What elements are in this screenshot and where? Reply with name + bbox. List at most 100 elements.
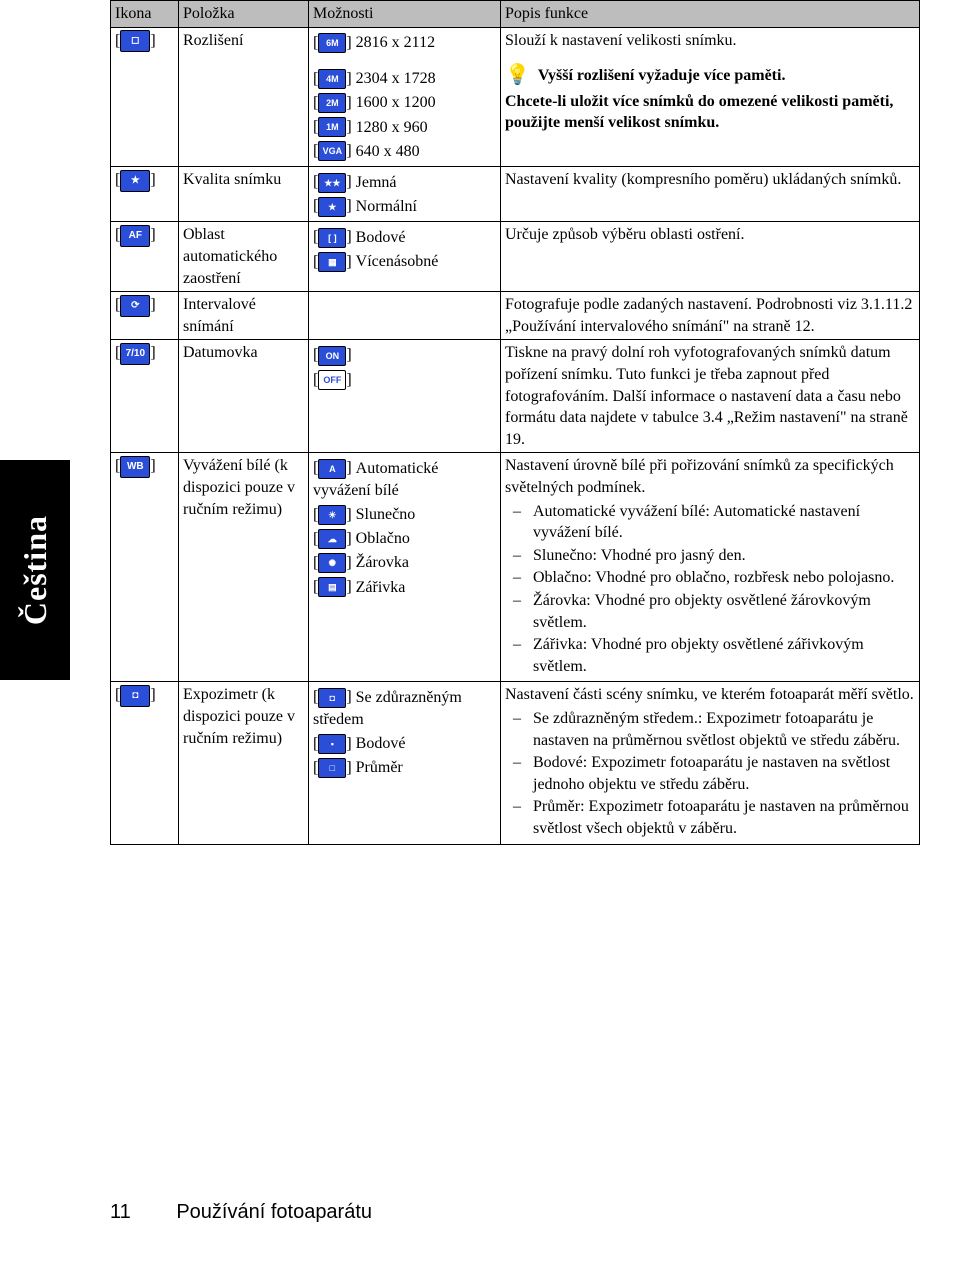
th-item: Položka bbox=[179, 1, 309, 28]
cell-desc-meter: Nastavení části scény snímku, ve kterém … bbox=[501, 682, 920, 844]
af-spot-label: Bodové bbox=[356, 229, 406, 246]
cell-opts-quality: [★★]Jemná [★]Normální bbox=[309, 167, 501, 222]
datestamp-icon: 7/10 bbox=[120, 343, 150, 365]
cell-opts-af: [[ ]]Bodové [▦]Vícenásobné bbox=[309, 222, 501, 292]
res-desc-1: Slouží k nastavení velikosti snímku. bbox=[505, 30, 915, 52]
res-6m-icon: 6M bbox=[318, 33, 346, 53]
wb-bullet-fluor: Zářivka: Vhodné pro objekty osvětlené zá… bbox=[533, 634, 915, 677]
cell-icon-interval: [⟳] bbox=[111, 292, 179, 340]
wb-bulb-label: Žárovka bbox=[356, 554, 409, 571]
interval-icon: ⟳ bbox=[120, 295, 150, 317]
language-tab-label: Čeština bbox=[17, 515, 54, 625]
quality-normal-icon: ★ bbox=[318, 197, 346, 217]
row-interval: [⟳] Intervalové snímání Fotografuje podl… bbox=[111, 292, 920, 340]
language-tab: Čeština bbox=[0, 460, 70, 680]
cell-opts-resolution: [6M]2816 x 2112 [4M]2304 x 1728 [2M]1600… bbox=[309, 27, 501, 167]
res-6m-label: 2816 x 2112 bbox=[356, 34, 435, 51]
af-multi-icon: ▦ bbox=[318, 252, 346, 272]
wb-desc-intro: Nastavení úrovně bílé při pořizování sní… bbox=[505, 455, 915, 498]
page-footer: 11 Používání fotoaparátu bbox=[110, 1201, 372, 1224]
row-meter: [◘] Expozimetr (k dispozici pouze v ručn… bbox=[111, 682, 920, 844]
meter-avg-icon: □ bbox=[318, 758, 346, 778]
footer-title: Používání fotoaparátu bbox=[176, 1201, 372, 1223]
cell-icon-af: [AF] bbox=[111, 222, 179, 292]
cell-icon-wb: [WB] bbox=[111, 453, 179, 682]
th-icon: Ikona bbox=[111, 1, 179, 28]
row-datestamp: [7/10] Datumovka [ON] [OFF] Tiskne na pr… bbox=[111, 340, 920, 453]
meter-bullet-spot: Bodové: Expozimetr fotoaparátu je nastav… bbox=[533, 752, 915, 795]
datestamp-on-icon: ON bbox=[318, 346, 346, 366]
wb-fluor-icon: ▤ bbox=[318, 577, 346, 597]
res-vga-icon: VGA bbox=[318, 141, 346, 161]
res-1m-icon: 1M bbox=[318, 117, 346, 137]
wb-sun-icon: ☀ bbox=[318, 505, 346, 525]
wb-cloud-label: Oblačno bbox=[356, 530, 410, 547]
res-2m-label: 1600 x 1200 bbox=[356, 94, 436, 111]
wb-icon: WB bbox=[120, 456, 150, 478]
meter-bullet-avg: Průměr: Expozimetr fotoaparátu je nastav… bbox=[533, 796, 915, 839]
table-header-row: Ikona Položka Možnosti Popis funkce bbox=[111, 1, 920, 28]
cell-opts-interval bbox=[309, 292, 501, 340]
wb-bullet-cloud: Oblačno: Vhodné pro oblačno, rozbřesk ne… bbox=[533, 567, 915, 589]
res-vga-label: 640 x 480 bbox=[356, 143, 420, 160]
meter-avg-label: Průměr bbox=[356, 759, 403, 776]
res-desc-2: Chcete-li uložit více snímků do omezené … bbox=[505, 91, 915, 134]
quality-fine-label: Jemná bbox=[356, 174, 397, 191]
settings-table: Ikona Položka Možnosti Popis funkce [◻] … bbox=[110, 0, 920, 845]
cell-opts-wb: [A]Automatické vyvážení bílé [☀]Slunečno… bbox=[309, 453, 501, 682]
wb-bulb-icon: ✺ bbox=[318, 553, 346, 573]
res-tip: Vyšší rozlišení vyžaduje více paměti. bbox=[538, 65, 786, 87]
cell-icon-datestamp: [7/10] bbox=[111, 340, 179, 453]
wb-cloud-icon: ☁ bbox=[318, 529, 346, 549]
af-multi-label: Vícenásobné bbox=[356, 253, 439, 270]
lightbulb-icon: 💡 bbox=[505, 65, 530, 85]
cell-item-quality: Kvalita snímku bbox=[179, 167, 309, 222]
cell-item-datestamp: Datumovka bbox=[179, 340, 309, 453]
cell-item-af: Oblast automatického zaostření bbox=[179, 222, 309, 292]
meter-icon: ◘ bbox=[120, 685, 150, 707]
wb-auto-icon: A bbox=[318, 459, 346, 479]
cell-item-resolution: Rozlišení bbox=[179, 27, 309, 167]
meter-spot-label: Bodové bbox=[356, 735, 406, 752]
wb-sun-label: Slunečno bbox=[356, 506, 416, 523]
res-4m-label: 2304 x 1728 bbox=[356, 70, 436, 87]
page-number: 11 bbox=[110, 1201, 131, 1223]
meter-center-icon: ◘ bbox=[318, 688, 346, 708]
datestamp-off-icon: OFF bbox=[318, 370, 346, 390]
cell-desc-af: Určuje způsob výběru oblasti ostření. bbox=[501, 222, 920, 292]
cell-desc-quality: Nastavení kvality (kompresního poměru) u… bbox=[501, 167, 920, 222]
wb-bullet-sun: Slunečno: Vhodné pro jasný den. bbox=[533, 545, 915, 567]
res-2m-icon: 2M bbox=[318, 93, 346, 113]
meter-desc-intro: Nastavení části scény snímku, ve kterém … bbox=[505, 684, 915, 706]
cell-desc-datestamp: Tiskne na pravý dolní roh vyfotografovan… bbox=[501, 340, 920, 453]
th-desc: Popis funkce bbox=[501, 1, 920, 28]
page: Čeština Ikona Položka Možnosti Popis fun… bbox=[0, 0, 960, 1264]
row-resolution: [◻] Rozlišení [6M]2816 x 2112 [4M]2304 x… bbox=[111, 27, 920, 167]
wb-fluor-label: Zářivka bbox=[356, 579, 406, 596]
th-options: Možnosti bbox=[309, 1, 501, 28]
cell-opts-meter: [◘]Se zdůrazněným středem [▪]Bodové [□]P… bbox=[309, 682, 501, 844]
quality-icon: ★ bbox=[120, 170, 150, 192]
cell-opts-datestamp: [ON] [OFF] bbox=[309, 340, 501, 453]
cell-desc-wb: Nastavení úrovně bílé při pořizování sní… bbox=[501, 453, 920, 682]
cell-icon-resolution: [◻] bbox=[111, 27, 179, 167]
cell-item-meter: Expozimetr (k dispozici pouze v ručním r… bbox=[179, 682, 309, 844]
cell-icon-quality: [★] bbox=[111, 167, 179, 222]
res-4m-icon: 4M bbox=[318, 69, 346, 89]
wb-bullet-bulb: Žárovka: Vhodné pro objekty osvětlené žá… bbox=[533, 590, 915, 633]
quality-normal-label: Normální bbox=[356, 198, 417, 215]
row-wb: [WB] Vyvážení bílé (k dispozici pouze v … bbox=[111, 453, 920, 682]
cell-icon-meter: [◘] bbox=[111, 682, 179, 844]
cell-item-wb: Vyvážení bílé (k dispozici pouze v ruční… bbox=[179, 453, 309, 682]
quality-fine-icon: ★★ bbox=[318, 173, 346, 193]
resolution-icon: ◻ bbox=[120, 30, 150, 52]
cell-desc-resolution: Slouží k nastavení velikosti snímku. 💡 V… bbox=[501, 27, 920, 167]
cell-desc-interval: Fotografuje podle zadaných nastavení. Po… bbox=[501, 292, 920, 340]
meter-spot-icon: ▪ bbox=[318, 734, 346, 754]
meter-desc-list: Se zdůrazněným středem.: Expozimetr foto… bbox=[505, 708, 915, 840]
row-quality: [★] Kvalita snímku [★★]Jemná [★]Normální… bbox=[111, 167, 920, 222]
wb-desc-list: Automatické vyvážení bílé: Automatické n… bbox=[505, 501, 915, 678]
meter-bullet-center: Se zdůrazněným středem.: Expozimetr foto… bbox=[533, 708, 915, 751]
af-spot-icon: [ ] bbox=[318, 228, 346, 248]
wb-bullet-auto: Automatické vyvážení bílé: Automatické n… bbox=[533, 501, 915, 544]
